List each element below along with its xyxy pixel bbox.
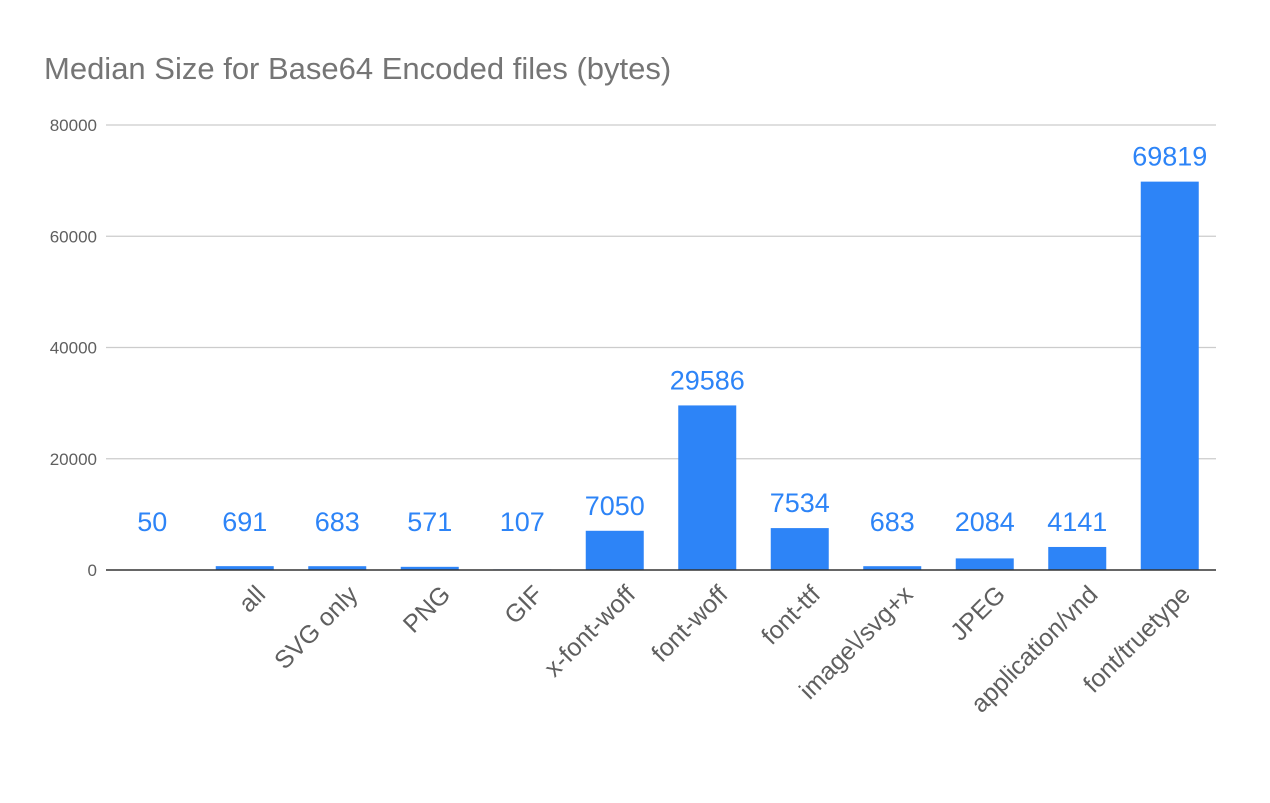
y-tick-label: 60000 xyxy=(50,227,97,246)
bar xyxy=(678,405,736,570)
x-tick-label: PNG xyxy=(398,580,456,638)
data-label: 50 xyxy=(137,507,167,537)
data-label: 571 xyxy=(407,507,452,537)
bar xyxy=(956,558,1014,570)
data-label: 7534 xyxy=(770,488,830,518)
data-label: 107 xyxy=(500,507,545,537)
y-tick-label: 80000 xyxy=(50,116,97,135)
bars xyxy=(123,182,1199,570)
chart-title: Median Size for Base64 Encoded files (by… xyxy=(44,51,671,86)
x-tick-label: JPEG xyxy=(945,580,1011,646)
bar xyxy=(771,528,829,570)
data-label: 2084 xyxy=(955,507,1015,537)
data-label: 691 xyxy=(222,507,267,537)
x-tick-label: all xyxy=(234,580,271,617)
data-labels: 50 691 683 571 107 7050 29586 7534 683 2084 4141 69… xyxy=(137,142,1207,537)
data-label: 4141 xyxy=(1047,507,1107,537)
data-label: 29586 xyxy=(670,365,745,395)
bar xyxy=(1048,547,1106,570)
y-axis-tick-labels: 0 20000 40000 60000 80000 xyxy=(50,116,97,580)
x-tick-label: GIF xyxy=(499,580,548,629)
x-tick-label: font-ttf xyxy=(756,580,826,650)
bar xyxy=(586,531,644,570)
y-tick-label: 0 xyxy=(88,561,97,580)
bar xyxy=(1141,182,1199,570)
x-tick-label: font-woff xyxy=(646,580,733,667)
data-label: 69819 xyxy=(1132,142,1207,172)
data-label: 7050 xyxy=(585,491,645,521)
y-tick-label: 20000 xyxy=(50,450,97,469)
x-tick-label: x-font-woff xyxy=(539,580,641,682)
data-label: 683 xyxy=(315,507,360,537)
data-label: 683 xyxy=(870,507,915,537)
x-tick-label: SVG only xyxy=(269,580,364,675)
grid-lines xyxy=(106,125,1216,459)
y-tick-label: 40000 xyxy=(50,339,97,358)
